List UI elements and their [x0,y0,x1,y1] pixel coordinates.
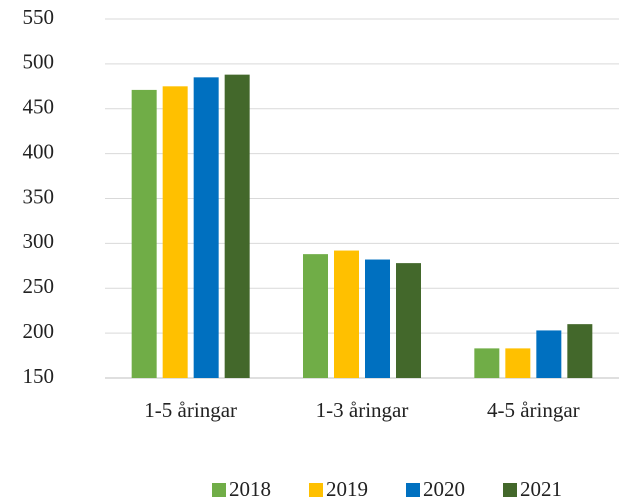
x-tick-label: 1-3 åringar [316,398,409,422]
legend-label: 2019 [326,477,368,501]
y-tick-label: 300 [23,229,55,253]
legend-swatch [309,483,323,497]
legend-swatch [406,483,420,497]
legend-swatch [503,483,517,497]
y-tick-label: 150 [23,364,55,388]
x-tick-label: 4-5 åringar [487,398,580,422]
bar [536,330,562,378]
legend-label: 2020 [423,477,465,501]
bar [567,324,593,378]
bar [396,263,421,378]
bar [334,250,359,378]
legend-label: 2021 [520,477,562,501]
bar [365,259,390,378]
bar [224,74,250,379]
legend-swatch [212,483,226,497]
y-tick-label: 200 [23,319,55,343]
y-tick-label: 550 [23,5,55,29]
y-tick-label: 400 [23,139,55,163]
y-tick-label: 250 [23,274,55,298]
x-tick-label: 1-5 åringar [144,398,237,422]
legend-label: 2018 [229,477,271,501]
bar [131,89,157,378]
bar [193,77,219,379]
y-tick-label: 350 [23,184,55,208]
bar [474,348,500,378]
bar [162,86,188,378]
y-tick-label: 500 [23,50,55,74]
y-tick-label: 450 [23,95,55,119]
bar [505,348,531,378]
bar [303,254,328,378]
